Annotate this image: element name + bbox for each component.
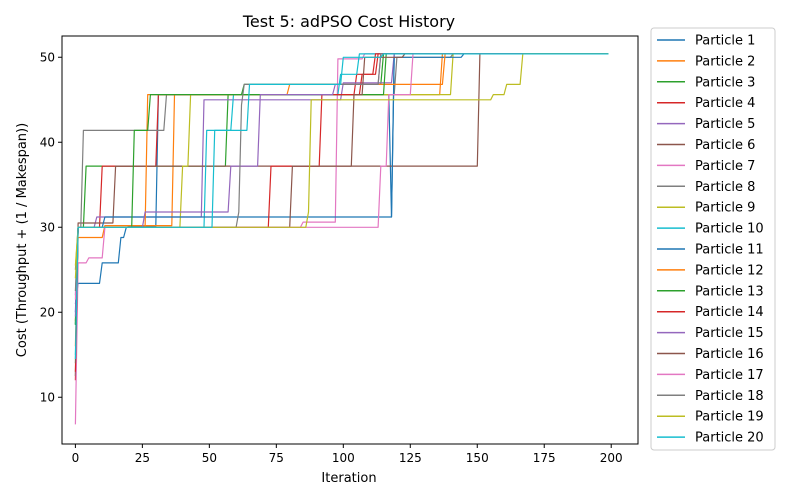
y-tick-label: 50: [40, 50, 55, 64]
y-axis-ticks: 10 20 30 40 50: [40, 50, 62, 404]
x-tick-label: 100: [332, 451, 355, 465]
legend-label: Particle 8: [695, 180, 755, 195]
legend-label: Particle 4: [695, 96, 755, 111]
x-tick-label: 175: [533, 451, 556, 465]
legend-label: Particle 3: [695, 75, 755, 90]
plot-lines: [74, 53, 609, 425]
x-axis-label: Iteration: [321, 471, 376, 486]
legend-label: Particle 1: [695, 34, 755, 49]
legend-label: Particle 10: [695, 222, 764, 237]
legend-label: Particle 5: [695, 117, 755, 132]
x-axis-ticks: 0 25 50 75 100 125 150 175 200: [72, 444, 623, 465]
legend-box: [650, 27, 776, 451]
legend-label: Particle 19: [695, 410, 764, 425]
legend-label: Particle 13: [695, 284, 764, 299]
legend-label: Particle 16: [695, 347, 764, 362]
series-line-particle-19: [74, 53, 609, 279]
x-tick-label: 150: [466, 451, 489, 465]
y-axis-label: Cost (Throughput + (1 / Makespan)): [15, 123, 30, 357]
x-tick-label: 75: [269, 451, 284, 465]
legend-label: Particle 7: [695, 159, 755, 174]
x-tick-label: 125: [399, 451, 422, 465]
x-tick-label: 200: [600, 451, 623, 465]
y-tick-label: 40: [40, 135, 55, 149]
series-line-particle-20: [74, 53, 609, 360]
series-line-particle-6: [74, 53, 609, 377]
legend-label: Particle 18: [695, 389, 764, 404]
series-line-particle-10: [74, 53, 609, 355]
legend-label: Particle 14: [695, 305, 764, 320]
y-tick-label: 20: [40, 305, 55, 319]
series-line-particle-14: [74, 53, 609, 372]
y-tick-label: 10: [40, 390, 55, 404]
x-tick-label: 50: [202, 451, 217, 465]
y-tick-label: 30: [40, 220, 55, 234]
x-tick-label: 0: [72, 451, 80, 465]
legend: Particle 1 Particle 2 Particle 3 Particle 4…: [657, 34, 764, 446]
series-line-particle-2: [74, 53, 609, 321]
series-line-particle-5: [74, 53, 609, 296]
legend-label: Particle 2: [695, 54, 755, 69]
plot-frame: [61, 35, 639, 445]
legend-label: Particle 17: [695, 368, 764, 383]
legend-label: Particle 20: [695, 431, 764, 446]
series-line-particle-7: [74, 53, 609, 425]
legend-label: Particle 12: [695, 263, 764, 278]
x-tick-label: 25: [135, 451, 150, 465]
legend-label: Particle 11: [695, 243, 764, 258]
legend-label: Particle 15: [695, 326, 764, 341]
legend-label: Particle 9: [695, 201, 755, 216]
legend-label: Particle 6: [695, 138, 755, 153]
series-line-particle-9: [74, 53, 609, 266]
series-line-particle-12: [74, 53, 609, 347]
chart-title: Test 5: adPSO Cost History: [242, 12, 455, 31]
